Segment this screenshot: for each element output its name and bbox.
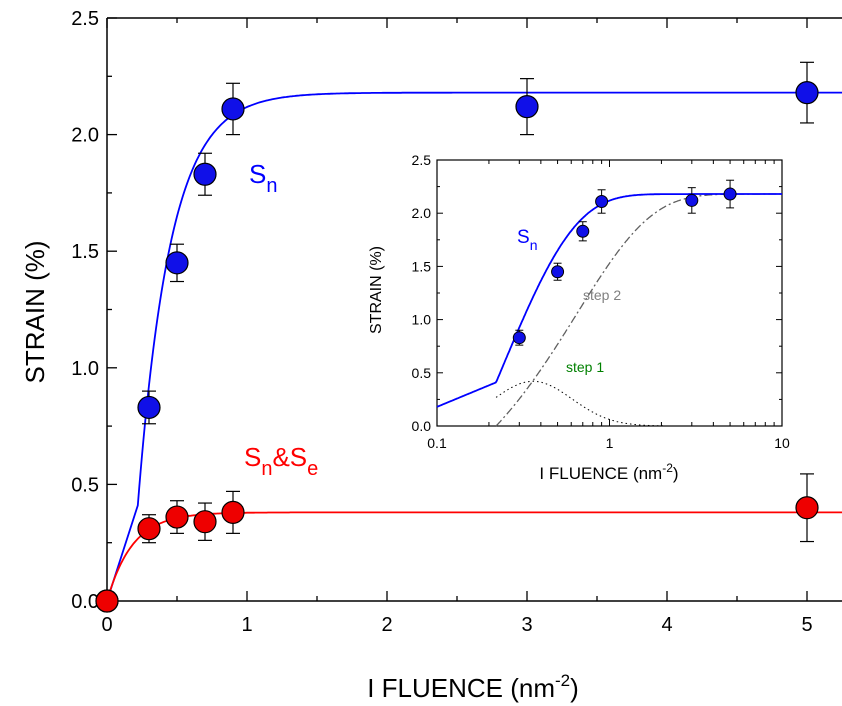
main-plot: 0.0 0.5 1.0 1.5 2.0 2.5 0 1 2 3 4 5 I FLUENCE (nm-2)…	[20, 8, 842, 703]
y-tick-label: 1.0	[71, 358, 99, 380]
data-point-sn	[515, 95, 539, 119]
step1-label: step 1	[566, 359, 604, 375]
inset-y-tick-label: 0.5	[412, 365, 432, 381]
data-point-sn	[221, 97, 245, 121]
x-axis-title: I FLUENCE (nm-2)	[367, 671, 579, 703]
y-tick-label: 2.0	[71, 125, 99, 147]
inset-data-point-sn	[576, 224, 590, 238]
data-point-sn	[165, 251, 189, 275]
fit-curve-sn-se	[106, 511, 842, 602]
data-point-sn-se	[137, 517, 161, 541]
data-point-sn	[795, 81, 819, 105]
data-point-sn	[193, 162, 217, 186]
inset-y-tick-label: 2.5	[412, 152, 432, 168]
series-label-sn: Sn	[249, 159, 277, 197]
fit-curve-sn	[106, 91, 842, 602]
data-point-sn-se	[795, 496, 819, 520]
inset-x-tick-label: 1	[606, 435, 614, 451]
inset-data-point-sn	[512, 331, 526, 345]
inset-x-tick-label: 0.1	[427, 435, 447, 451]
inset-y-axis-title: STRAIN (%)	[368, 246, 385, 334]
inset-data-point-sn	[595, 194, 609, 208]
step1-curve	[495, 380, 665, 427]
data-point-sn-se	[95, 589, 119, 613]
inset-data-point-sn	[551, 265, 565, 279]
inset-x-tick-label: 10	[774, 435, 790, 451]
inset-x-axis-title: I FLUENCE (nm-2)	[539, 461, 678, 483]
inset-data-point-sn	[685, 193, 699, 207]
y-tick-label: 0.5	[71, 474, 99, 496]
y-tick-label: 1.5	[71, 241, 99, 263]
inset-y-tick-label: 1.0	[412, 312, 432, 328]
inset-plot: 0.0 0.5 1.0 1.5 2.0 2.5 0.1 1 10 I FLUENCE (nm-2)…	[368, 152, 790, 483]
x-tick-label: 0	[101, 614, 112, 636]
data-point-sn-se	[165, 505, 189, 529]
data-point-sn-se	[221, 500, 245, 524]
series-label-sn-se: Sn&Se	[244, 442, 318, 480]
y-axis-title: STRAIN (%)	[20, 241, 50, 384]
inset-y-tick-label: 0.0	[412, 418, 432, 434]
inset-data-point-sn	[723, 187, 737, 201]
x-tick-label: 1	[241, 614, 252, 636]
inset-y-tick-label: 2.0	[412, 205, 432, 221]
inset-y-tick-label: 1.5	[412, 258, 432, 274]
x-tick-label: 2	[381, 614, 392, 636]
inset-series-label-sn: Sn	[517, 227, 537, 253]
x-tick-label: 4	[661, 614, 672, 636]
data-point-sn	[137, 395, 161, 420]
step2-curve	[495, 193, 782, 427]
step2-label: step 2	[583, 287, 621, 303]
y-tick-label: 0.0	[71, 591, 99, 613]
x-tick-label: 5	[801, 614, 812, 636]
data-point-sn-se	[193, 510, 217, 534]
x-tick-label: 3	[521, 614, 532, 636]
y-tick-label: 2.5	[71, 8, 99, 30]
